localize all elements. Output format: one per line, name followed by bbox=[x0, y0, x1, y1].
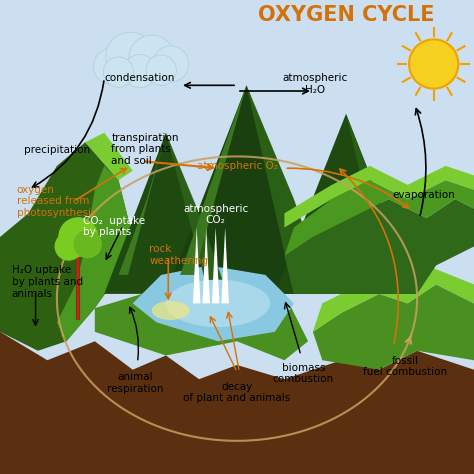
Polygon shape bbox=[104, 133, 228, 294]
Text: condensation: condensation bbox=[105, 73, 175, 83]
Polygon shape bbox=[313, 265, 474, 332]
Polygon shape bbox=[221, 228, 229, 303]
Ellipse shape bbox=[166, 280, 270, 327]
Polygon shape bbox=[346, 114, 417, 294]
Text: precipitation: precipitation bbox=[24, 145, 90, 155]
Polygon shape bbox=[193, 228, 201, 303]
Text: decay
of plant and animals: decay of plant and animals bbox=[183, 382, 291, 403]
Polygon shape bbox=[85, 133, 133, 180]
Polygon shape bbox=[166, 133, 228, 294]
Polygon shape bbox=[284, 166, 474, 228]
Circle shape bbox=[103, 57, 134, 87]
Circle shape bbox=[409, 39, 458, 89]
Polygon shape bbox=[180, 85, 246, 275]
Polygon shape bbox=[284, 180, 474, 256]
Polygon shape bbox=[0, 332, 474, 474]
Polygon shape bbox=[246, 85, 327, 294]
Circle shape bbox=[93, 48, 129, 84]
Text: biomass
combustion: biomass combustion bbox=[273, 363, 334, 384]
Circle shape bbox=[129, 35, 174, 81]
Polygon shape bbox=[202, 228, 210, 303]
Text: evaporation: evaporation bbox=[393, 190, 456, 200]
Text: oxygen
released from
photosynthesis: oxygen released from photosynthesis bbox=[17, 185, 96, 218]
Circle shape bbox=[73, 230, 102, 258]
Polygon shape bbox=[0, 142, 133, 351]
Polygon shape bbox=[118, 133, 166, 275]
Text: transpiration
from plants
and soil: transpiration from plants and soil bbox=[111, 133, 179, 166]
Polygon shape bbox=[133, 265, 294, 341]
Text: H₂O uptake
by plants and
animals: H₂O uptake by plants and animals bbox=[12, 265, 83, 299]
Text: rock
weathering: rock weathering bbox=[149, 244, 208, 266]
Circle shape bbox=[153, 46, 189, 82]
Text: CO₂  uptake
by plants: CO₂ uptake by plants bbox=[83, 216, 145, 237]
Polygon shape bbox=[275, 114, 417, 294]
Text: atmospheric O₂: atmospheric O₂ bbox=[197, 161, 278, 171]
Circle shape bbox=[123, 55, 156, 88]
Circle shape bbox=[146, 55, 176, 85]
Polygon shape bbox=[313, 284, 474, 370]
Ellipse shape bbox=[152, 301, 190, 320]
Text: atmospheric
H₂O: atmospheric H₂O bbox=[283, 73, 348, 95]
Circle shape bbox=[55, 232, 83, 261]
Polygon shape bbox=[95, 275, 308, 360]
Text: OXYGEN CYCLE: OXYGEN CYCLE bbox=[258, 5, 434, 25]
Text: animal
respiration: animal respiration bbox=[107, 372, 164, 394]
Text: atmospheric
CO₂: atmospheric CO₂ bbox=[183, 204, 248, 226]
Circle shape bbox=[106, 32, 155, 82]
Polygon shape bbox=[284, 199, 474, 294]
Text: fossil
fuel combustion: fossil fuel combustion bbox=[363, 356, 447, 377]
Circle shape bbox=[58, 217, 98, 257]
Polygon shape bbox=[57, 166, 133, 341]
Polygon shape bbox=[212, 228, 219, 303]
Polygon shape bbox=[166, 85, 327, 294]
